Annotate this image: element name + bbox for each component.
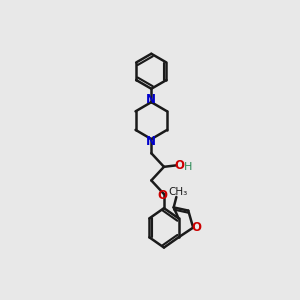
Text: N: N [146,94,156,106]
Text: O: O [175,159,184,172]
Text: O: O [158,190,168,202]
Text: H: H [184,162,193,172]
Text: N: N [146,135,156,148]
Text: CH₃: CH₃ [168,187,187,196]
Text: O: O [191,221,202,234]
